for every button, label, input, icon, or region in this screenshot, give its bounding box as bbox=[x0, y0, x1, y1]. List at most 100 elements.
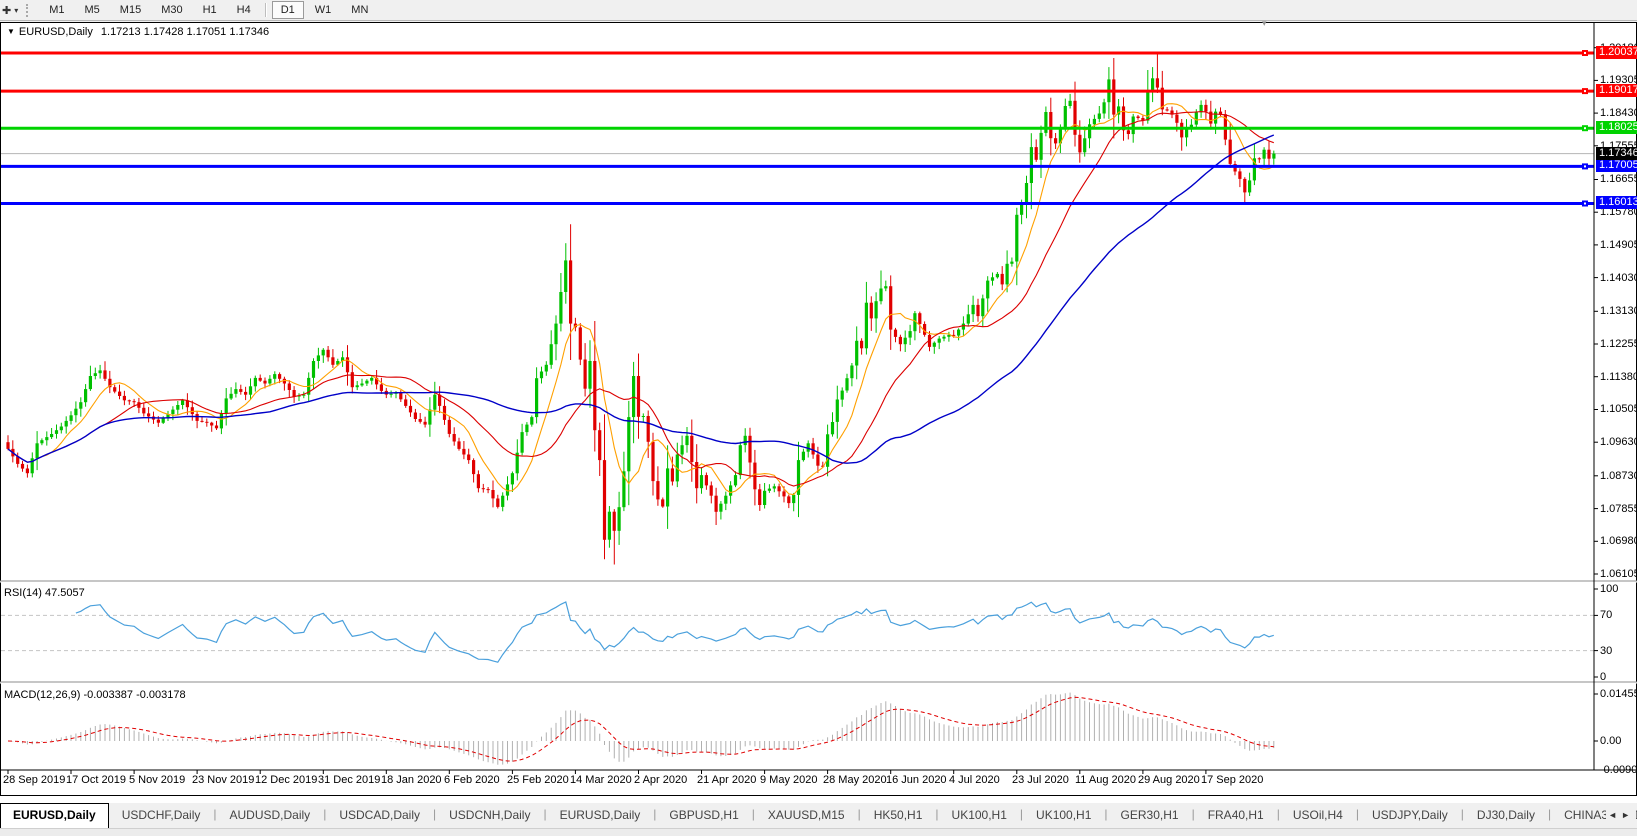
date-label: 12 Dec 2019 bbox=[255, 774, 318, 786]
chart-tab-USDCAD-Daily[interactable]: USDCAD,Daily bbox=[339, 808, 420, 822]
date-label: 16 Jun 2020 bbox=[886, 774, 947, 786]
rsi-axis-tick: 100 bbox=[1600, 583, 1619, 595]
date-label: 2 Apr 2020 bbox=[634, 774, 688, 786]
ma-fast-line bbox=[7, 103, 1275, 496]
toolbar-dropdown-caret-icon[interactable]: ▾ bbox=[14, 5, 19, 15]
tab-separator: | bbox=[1355, 807, 1359, 821]
price-level-label[interactable]: 1.19017 bbox=[1596, 84, 1637, 97]
tab-separator: | bbox=[1019, 807, 1024, 821]
timeframe-button-H4[interactable]: H4 bbox=[236, 4, 251, 16]
timeframe-button-W1[interactable]: W1 bbox=[314, 4, 332, 16]
price-axis-tick: 1.14030 bbox=[1600, 272, 1637, 284]
price-level-label[interactable]: 1.18025 bbox=[1596, 121, 1637, 134]
toolbar-grip-handle[interactable] bbox=[26, 3, 32, 17]
timeframe-button-H1[interactable]: H1 bbox=[202, 4, 217, 16]
tab-separator: | bbox=[935, 807, 939, 821]
pane-collapse-icon[interactable]: ▾ bbox=[1262, 18, 1267, 28]
chart-symbol-period: EURUSD,Daily bbox=[18, 26, 93, 38]
tab-separator: | bbox=[1547, 807, 1552, 821]
chart-tab-USDCHF-Daily[interactable]: USDCHF,Daily bbox=[121, 808, 201, 822]
chart-tab-AUDUSD-Daily[interactable]: AUDUSD,Daily bbox=[229, 808, 311, 822]
rsi-axis-tick: 30 bbox=[1600, 645, 1613, 657]
ma-medium-line bbox=[7, 111, 1274, 487]
timeframe-button-M1[interactable]: M1 bbox=[49, 4, 65, 16]
chart-tab-bar: EURUSD,Daily USDCHF,Daily | AUDUSD,Daily | US… bbox=[0, 803, 1637, 828]
tab-separator: | bbox=[1460, 807, 1464, 821]
timeframe-button-MN[interactable]: MN bbox=[351, 4, 369, 16]
price-axis-tick: 1.16655 bbox=[1600, 173, 1637, 185]
rsi-line bbox=[75, 601, 1274, 663]
tab-scroll-arrows: ◄► bbox=[1606, 809, 1636, 821]
chart-tab-EURUSD-Daily[interactable]: EURUSD,Daily bbox=[559, 808, 641, 822]
tab-scroll-right-icon[interactable]: ► bbox=[1621, 810, 1634, 820]
hline-handle-dot bbox=[1584, 52, 1586, 54]
chart-tab-EURUSD-Daily[interactable]: EURUSD,Daily bbox=[0, 803, 109, 828]
macd-axis-tick: 0.00 bbox=[1600, 735, 1622, 747]
chart-tab-UK100-H1[interactable]: UK100,H1 bbox=[1036, 808, 1092, 822]
price-level-label[interactable]: 1.17005 bbox=[1596, 159, 1637, 172]
timeframe-toolbar: ✚ ▾ M1 M5 M15 M30 H1 H4 D1 W1 MN bbox=[0, 0, 1637, 21]
timeframe-button-D1[interactable]: D1 bbox=[271, 1, 304, 19]
rsi-axis-tick: 0 bbox=[1600, 671, 1607, 683]
date-label: 18 Jan 2020 bbox=[381, 774, 442, 786]
price-level-label[interactable]: 1.20037 bbox=[1596, 46, 1637, 59]
price-axis-tick: 1.19305 bbox=[1600, 74, 1637, 86]
macd-histogram bbox=[12, 692, 1275, 765]
chart-tab-XAUUSD-M15[interactable]: XAUUSD,M15 bbox=[767, 808, 845, 822]
tab-separator: | bbox=[433, 807, 437, 821]
chart-tab-USDCNH-Daily[interactable]: USDCNH,Daily bbox=[449, 808, 531, 822]
crosshair-tool-icon[interactable]: ✚ bbox=[2, 4, 12, 17]
chart-tab-USOil-H4[interactable]: USOil,H4 bbox=[1292, 808, 1343, 822]
ma-slow-line bbox=[7, 134, 1275, 464]
timeframe-buttons: M1 M5 M15 M30 H1 H4 D1 W1 MN bbox=[39, 1, 378, 19]
price-axis-tick: 1.08730 bbox=[1600, 470, 1637, 482]
tab-separator: | bbox=[1104, 807, 1108, 821]
price-axis-tick: 1.14905 bbox=[1600, 239, 1637, 251]
price-axis-tick: 1.18430 bbox=[1600, 107, 1637, 119]
toolbar-separator bbox=[264, 3, 267, 17]
hline-handle-dot bbox=[1584, 165, 1586, 168]
hline-handle-dot bbox=[1584, 90, 1586, 93]
tab-separator: | bbox=[1191, 807, 1195, 821]
current-price-label: 1.17346 bbox=[1596, 147, 1637, 160]
date-label: 21 Apr 2020 bbox=[697, 774, 757, 786]
date-label: 17 Oct 2019 bbox=[66, 774, 126, 786]
tab-scroll-left-icon[interactable]: ◄ bbox=[1608, 810, 1622, 820]
price-axis-tick: 1.06105 bbox=[1600, 568, 1637, 580]
price-axis-tick: 1.07855 bbox=[1600, 503, 1637, 515]
chart-tab-GER30-H1[interactable]: GER30,H1 bbox=[1120, 808, 1179, 822]
price-level-label[interactable]: 1.16013 bbox=[1596, 196, 1637, 209]
macd-indicator-label: MACD(12,26,9) -0.003387 -0.003178 bbox=[4, 689, 186, 701]
status-strip bbox=[0, 828, 1637, 836]
date-label: 9 May 2020 bbox=[760, 774, 818, 786]
date-label: 17 Sep 2020 bbox=[1201, 774, 1264, 786]
macd-signal-line bbox=[7, 696, 1274, 762]
chart-tab-DJ30-Daily[interactable]: DJ30,Daily bbox=[1476, 808, 1535, 822]
chart-ohlc-values: 1.17213 1.17428 1.17051 1.17346 bbox=[100, 26, 270, 38]
price-axis-tick: 1.12255 bbox=[1600, 338, 1637, 350]
price-axis-tick: 1.10505 bbox=[1600, 403, 1637, 415]
symbol-dropdown-icon[interactable]: ▼ bbox=[7, 27, 15, 36]
chart-tab-USDJPY-Daily[interactable]: USDJPY,Daily bbox=[1371, 808, 1448, 822]
chart-tab-GBPUSD-H1[interactable]: GBPUSD,H1 bbox=[669, 808, 739, 822]
tab-separator: | bbox=[653, 807, 657, 821]
price-axis-tick: 1.13130 bbox=[1600, 305, 1637, 317]
timeframe-button-M15[interactable]: M15 bbox=[119, 4, 142, 16]
date-label: 23 Jul 2020 bbox=[1012, 774, 1069, 786]
price-axis-tick: 1.06980 bbox=[1600, 535, 1637, 547]
chart-tab-HK50-H1[interactable]: HK50,H1 bbox=[873, 808, 923, 822]
rsi-indicator-label: RSI(14) 47.5057 bbox=[4, 587, 85, 599]
chart-frame bbox=[0, 22, 1637, 796]
timeframe-button-M5[interactable]: M5 bbox=[84, 4, 100, 16]
date-label: 4 Jul 2020 bbox=[949, 774, 1000, 786]
date-label: 23 Nov 2019 bbox=[192, 774, 255, 786]
price-axis-tick: 1.09630 bbox=[1600, 436, 1637, 448]
macd-axis-tick: 0.014556 bbox=[1600, 688, 1637, 700]
price-axis-tick: 1.15780 bbox=[1600, 206, 1637, 218]
chart-tab-UK100-H1[interactable]: UK100,H1 bbox=[951, 808, 1007, 822]
timeframe-button-M30[interactable]: M30 bbox=[161, 4, 183, 16]
tabbar-gap bbox=[0, 796, 1637, 803]
chart-title: ▼ EURUSD,Daily 1.17213 1.17428 1.17051 1.1… bbox=[7, 26, 269, 38]
chart-tab-FRA40-H1[interactable]: FRA40,H1 bbox=[1207, 808, 1264, 822]
